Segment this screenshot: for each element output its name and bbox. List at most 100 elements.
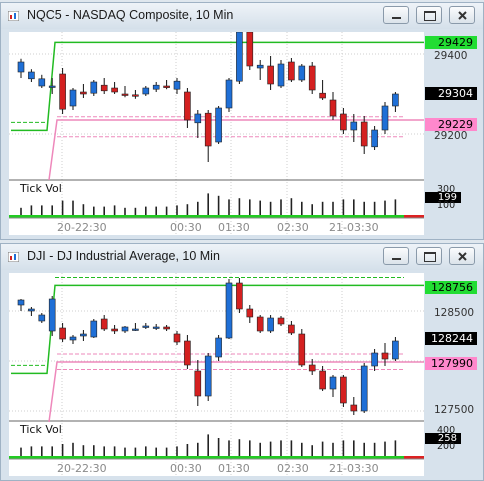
candle-up [225, 282, 233, 339]
candle-down [350, 404, 358, 412]
green-line-price-tag: 128756 [425, 281, 477, 294]
candle-up [329, 376, 337, 390]
candle-up [90, 320, 98, 338]
minimize-button[interactable] [383, 247, 409, 265]
minimize-icon [392, 17, 401, 19]
chart-window-dji: DJI - DJ Industrial Average, 10 Min Tick… [0, 243, 484, 481]
x-tick-label: 01:30 [218, 462, 250, 475]
candle-down [308, 364, 316, 372]
restore-button[interactable] [416, 6, 442, 24]
candle-down [100, 318, 108, 330]
candlestick-chart[interactable] [9, 32, 424, 235]
current-volume-tag: 199 [425, 192, 461, 203]
candle-up [360, 365, 368, 412]
candle-down [59, 327, 66, 340]
candle-down [246, 308, 254, 318]
candle-up [69, 89, 77, 107]
candle-down [288, 324, 295, 334]
candle-down [340, 113, 347, 131]
candle-up [277, 63, 285, 87]
current-volume-tag: 258 [425, 433, 461, 444]
candle-down [319, 92, 326, 99]
x-tick-label: 20-22:30 [57, 221, 107, 234]
candle-up [17, 61, 25, 73]
candle-down [246, 32, 254, 67]
candle-up [142, 325, 150, 328]
candlestick-chart[interactable] [9, 273, 424, 476]
title-bar[interactable]: NQC5 - NASDAQ Composite, 10 Min [1, 3, 483, 29]
candle-down [288, 61, 295, 81]
candle-up [90, 81, 98, 94]
candle-up [17, 299, 25, 306]
candle-up [371, 129, 378, 148]
session-strip [9, 456, 404, 459]
candle-up [215, 107, 222, 143]
current-price-tag: 128244 [425, 332, 477, 345]
candle-down [100, 84, 108, 92]
volume-axis-label: 200 [437, 441, 456, 452]
x-tick-label: 20-22:30 [57, 462, 107, 475]
x-tick-label: 00:30 [170, 462, 202, 475]
candle-up [381, 105, 389, 131]
chart-window-icon [8, 11, 19, 21]
chart-canvas[interactable]: Tick Vol 20-22:30 00:30 01:30 02:30 21-0… [9, 32, 424, 235]
close-icon [458, 11, 467, 20]
candle-up [236, 32, 243, 82]
x-tick-label: 02:30 [277, 221, 309, 234]
title-bar[interactable]: DJI - DJ Industrial Average, 10 Min [1, 244, 483, 270]
candle-up [142, 87, 150, 95]
x-tick-label: 21-03:30 [329, 462, 379, 475]
minimize-button[interactable] [383, 6, 409, 24]
candle-down [277, 317, 285, 325]
price-axis-label: 29400 [434, 50, 468, 62]
candle-up [194, 113, 202, 124]
window-title: DJI - DJ Industrial Average, 10 Min [27, 249, 220, 263]
candle-up [132, 328, 139, 331]
pink-line-price-tag: 127990 [425, 357, 477, 370]
volume-panel-title: Tick Vol [20, 423, 62, 436]
candle-up [152, 326, 160, 329]
candle-up [69, 336, 77, 341]
candle-up [256, 64, 264, 69]
candle-down [204, 112, 212, 147]
candle-down [173, 333, 181, 343]
candle-down [194, 370, 202, 397]
restore-icon [424, 252, 436, 262]
candle-up [267, 317, 274, 332]
close-button[interactable] [449, 247, 475, 265]
pink-line-price-tag: 29229 [425, 118, 477, 131]
candle-up [121, 326, 129, 332]
pink-step-line [48, 361, 424, 423]
candle-up [298, 65, 306, 81]
candle-down [340, 376, 347, 404]
minimize-icon [392, 258, 401, 260]
session-strip-end [404, 456, 424, 459]
candle-down [163, 85, 170, 88]
restore-button[interactable] [416, 247, 442, 265]
candle-down [381, 352, 389, 360]
candle-down [360, 121, 368, 147]
candle-up [173, 80, 181, 90]
price-axis-label: 127500 [434, 404, 475, 416]
volume-axis-label: 300 [437, 184, 456, 195]
candle-up [48, 85, 56, 88]
volume-axis-label: 400 [437, 425, 456, 436]
restore-icon [424, 11, 436, 21]
chart-window-icon [8, 252, 19, 262]
close-button[interactable] [449, 6, 475, 24]
volume-panel-title: Tick Vol [20, 182, 62, 195]
chart-canvas[interactable]: Tick Vol 20-22:30 00:30 01:30 02:30 21-0… [9, 273, 424, 476]
candle-up [38, 314, 46, 322]
volume-axis-label: 100 [437, 200, 456, 211]
x-tick-label: 02:30 [277, 462, 309, 475]
x-tick-label: 00:30 [170, 221, 202, 234]
candle-down [319, 370, 326, 390]
candle-up [225, 79, 233, 109]
x-tick-label: 21-03:30 [329, 221, 379, 234]
candle-down [132, 94, 139, 97]
candle-down [267, 65, 274, 85]
candle-up [152, 84, 160, 90]
green-step-line [11, 284, 424, 375]
x-tick-label: 01:30 [218, 221, 250, 234]
candle-down [111, 328, 118, 332]
